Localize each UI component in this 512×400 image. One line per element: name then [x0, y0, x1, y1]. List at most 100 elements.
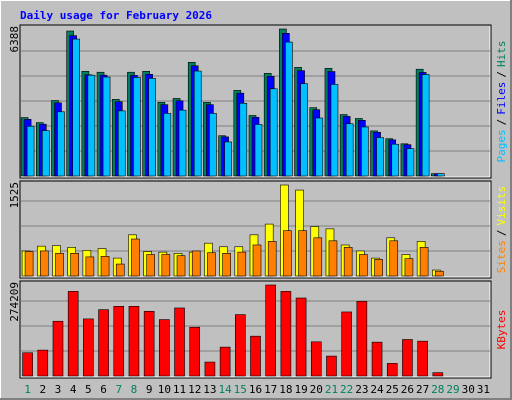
- bar: [386, 363, 398, 377]
- bar: [250, 335, 261, 377]
- bar: [143, 310, 155, 377]
- x-tick-label: 15: [234, 383, 247, 396]
- bar: [419, 247, 429, 277]
- x-tick-label: 19: [294, 383, 307, 396]
- x-tick-label: 13: [203, 383, 216, 396]
- x-tick-label: 21: [325, 383, 338, 396]
- bar: [191, 250, 201, 277]
- bar: [148, 78, 156, 177]
- x-tick-label: 29: [446, 383, 459, 396]
- bar: [98, 309, 109, 377]
- x-tick-label: 5: [85, 383, 92, 396]
- bar: [57, 111, 65, 177]
- x-tick-label: 20: [310, 383, 323, 396]
- x-tick-label: 11: [173, 383, 186, 396]
- legend-entry: Hits: [495, 41, 508, 68]
- bar: [300, 83, 308, 177]
- bar: [70, 253, 79, 277]
- x-tick-label: 1: [24, 383, 31, 396]
- x-tick-label: 2: [39, 383, 46, 396]
- bar: [235, 314, 246, 377]
- bar: [389, 240, 399, 277]
- bar: [406, 148, 415, 177]
- bar: [421, 74, 430, 177]
- bar: [374, 258, 383, 277]
- plot-bevel: [21, 182, 491, 278]
- x-tick-label: 9: [146, 383, 153, 396]
- bar: [269, 88, 278, 177]
- bar: [283, 230, 292, 277]
- legend: Pages / Files / Hits: [495, 41, 508, 163]
- bar: [189, 326, 201, 377]
- bar: [133, 77, 141, 177]
- bar: [115, 263, 125, 277]
- bar: [371, 341, 383, 377]
- bar: [52, 320, 64, 377]
- bar: [128, 306, 140, 377]
- bar: [22, 352, 33, 377]
- bar: [193, 70, 202, 177]
- legend-entry: Visits: [495, 186, 508, 226]
- bar: [295, 297, 307, 377]
- x-tick-label: 24: [370, 383, 384, 396]
- bar: [359, 254, 368, 277]
- bar: [102, 76, 111, 177]
- bar: [376, 137, 384, 177]
- legend: Sites / Visits: [495, 186, 508, 274]
- legend-separator: /: [495, 230, 508, 237]
- x-tick-label: 31: [477, 383, 490, 396]
- legend-entry: KBytes: [495, 310, 508, 350]
- bar: [437, 173, 445, 177]
- bar: [204, 361, 216, 377]
- x-tick-label: 30: [462, 383, 475, 396]
- x-tick-label: 14: [218, 383, 232, 396]
- bar: [252, 244, 262, 277]
- legend-entry: Pages: [495, 129, 508, 162]
- bar: [131, 238, 140, 277]
- bar: [146, 254, 155, 277]
- x-tick-label: 6: [100, 383, 107, 396]
- x-tick-label: 27: [416, 383, 429, 396]
- bar: [239, 102, 248, 177]
- bar: [361, 126, 369, 177]
- y-max-label: 274209: [8, 282, 21, 322]
- x-tick-label: 22: [340, 383, 353, 396]
- legend-entry: Files: [495, 82, 508, 115]
- legend-separator: /: [495, 119, 508, 126]
- bar: [356, 301, 368, 377]
- bar: [24, 251, 34, 277]
- bar: [100, 256, 110, 277]
- bar: [313, 237, 323, 277]
- bar: [26, 125, 35, 177]
- x-tick-label: 23: [355, 383, 368, 396]
- bar: [39, 250, 49, 277]
- bar: [330, 84, 339, 177]
- bar: [176, 255, 186, 277]
- x-tick-label: 12: [188, 383, 201, 396]
- bar: [174, 307, 185, 377]
- y-max-label: 6388: [8, 26, 21, 53]
- bar: [207, 252, 216, 277]
- bar: [254, 124, 263, 177]
- bar: [285, 41, 293, 177]
- bar: [310, 341, 322, 377]
- x-tick-label: 28: [431, 383, 444, 396]
- bar: [87, 74, 96, 177]
- bar: [345, 123, 354, 177]
- bar: [315, 117, 324, 177]
- bar: [161, 254, 171, 277]
- legend: KBytes: [495, 310, 508, 350]
- bar: [113, 306, 125, 377]
- bar: [404, 258, 414, 277]
- x-tick-label: 3: [55, 383, 62, 396]
- bar: [267, 241, 277, 277]
- bar: [159, 319, 170, 377]
- bar: [224, 141, 232, 177]
- bar: [280, 291, 292, 377]
- bar: [298, 230, 307, 277]
- plot-bevel: [21, 282, 491, 378]
- bar: [402, 339, 413, 377]
- bar: [341, 311, 352, 377]
